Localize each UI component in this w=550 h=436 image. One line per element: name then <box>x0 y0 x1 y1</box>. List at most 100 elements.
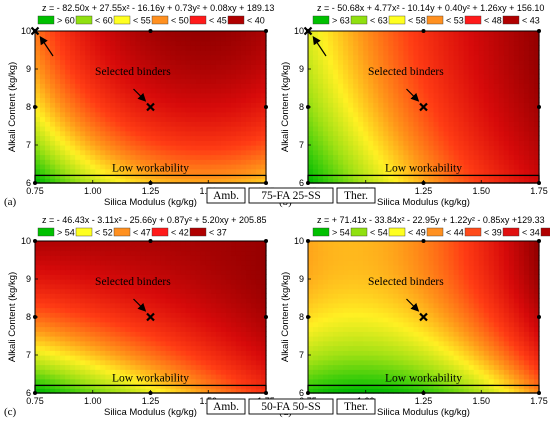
heatmap-cell <box>388 111 394 118</box>
heatmap-cell <box>125 312 132 318</box>
heatmap-cell <box>378 140 384 146</box>
heatmap-cell <box>130 178 137 184</box>
heatmap-cell <box>433 374 440 380</box>
heatmap-cell <box>473 64 480 70</box>
heatmap-cell <box>333 69 339 75</box>
heatmap-cell <box>200 121 207 127</box>
heatmap-cell <box>388 102 394 108</box>
heatmap-cell <box>130 173 137 179</box>
heatmap-cell <box>190 245 197 252</box>
heatmap-cell <box>50 126 56 132</box>
heatmap-cell <box>45 50 51 56</box>
heatmap-cell <box>40 159 46 165</box>
heatmap-cell <box>65 388 71 394</box>
heatmap-cell <box>235 97 242 103</box>
heatmap-cell <box>353 35 359 42</box>
heatmap-cell <box>170 321 177 328</box>
heatmap-cell <box>235 307 242 313</box>
heatmap-cell <box>408 135 415 141</box>
heatmap-cell <box>100 245 106 252</box>
heatmap-cell <box>463 116 470 122</box>
heatmap-cell <box>220 130 227 137</box>
heatmap-cell <box>468 111 475 118</box>
heatmap-cell <box>358 102 364 108</box>
heatmap-cell <box>488 35 495 42</box>
heatmap-cell <box>185 312 192 318</box>
heatmap-cell <box>428 31 435 37</box>
legend-label: > 60 <box>57 16 75 26</box>
heatmap-cell <box>513 374 520 380</box>
heatmap-cell <box>50 50 56 56</box>
legend-swatch <box>426 15 444 25</box>
heatmap-cell <box>145 130 152 137</box>
heatmap-cell <box>120 45 126 51</box>
heatmap-cell <box>175 241 182 247</box>
heatmap-cell <box>478 78 485 84</box>
heatmap-cell <box>175 279 182 285</box>
heatmap-cell <box>240 374 247 380</box>
heatmap-cell <box>95 350 101 356</box>
heatmap-cell <box>110 135 116 141</box>
heatmap-cell <box>195 45 202 51</box>
heatmap-cell <box>463 159 470 165</box>
heatmap-cell <box>45 336 51 342</box>
heatmap-cell <box>135 83 142 89</box>
heatmap-cell <box>250 173 257 179</box>
heatmap-cell <box>120 336 126 342</box>
heatmap-cell <box>205 130 212 137</box>
heatmap-cell <box>55 359 61 366</box>
heatmap-cell <box>190 293 197 299</box>
heatmap-cell <box>70 374 76 380</box>
heatmap-cell <box>195 121 202 127</box>
heatmap-cell <box>363 126 369 132</box>
heatmap-cell <box>235 269 242 275</box>
heatmap-cell <box>378 40 384 46</box>
heatmap-cell <box>333 364 339 370</box>
heatmap-cell <box>255 107 262 113</box>
heatmap-cell <box>110 326 116 332</box>
heatmap-cell <box>50 321 56 328</box>
heatmap-cell <box>225 145 232 151</box>
heatmap-cell <box>165 54 172 61</box>
heatmap-cell <box>240 345 247 351</box>
heatmap-cell <box>458 102 465 108</box>
heatmap-cell <box>80 154 86 160</box>
heatmap-cell <box>90 317 96 323</box>
heatmap-cell <box>210 359 217 366</box>
heatmap-cell <box>135 355 142 361</box>
heatmap-cell <box>125 145 132 151</box>
heatmap-cell <box>308 369 314 375</box>
heatmap-cell <box>170 260 177 266</box>
heatmap-cell <box>165 350 172 356</box>
heatmap-cell <box>488 54 495 61</box>
heatmap-cell <box>358 59 364 65</box>
heatmap-cell <box>185 255 192 261</box>
heatmap-cell <box>130 369 137 375</box>
heatmap-cell <box>225 274 232 280</box>
heatmap-cell <box>80 168 86 175</box>
heatmap-cell <box>338 92 344 99</box>
heatmap-cell <box>190 64 197 70</box>
heatmap-cell <box>80 73 86 80</box>
heatmap-cell <box>353 64 359 70</box>
heatmap-cell <box>185 298 192 304</box>
heatmap-cell <box>483 50 490 56</box>
heatmap-cell <box>418 140 425 146</box>
heatmap-cell <box>135 283 142 290</box>
heatmap-cell <box>220 159 227 165</box>
heatmap-cell <box>155 154 162 160</box>
heatmap-cell <box>95 307 101 313</box>
heatmap-cell <box>75 321 81 328</box>
heatmap-cell <box>170 149 177 156</box>
heatmap-cell <box>235 54 242 61</box>
x-tick-label: 1.75 <box>530 186 548 196</box>
heatmap-cell <box>175 111 182 118</box>
heatmap-cell <box>308 383 314 389</box>
heatmap-cell <box>478 164 485 170</box>
heatmap-cell <box>35 350 41 356</box>
heatmap-cell <box>398 388 405 394</box>
heatmap-cell <box>473 54 480 61</box>
heatmap-cell <box>50 241 56 247</box>
heatmap-cell <box>528 50 535 56</box>
heatmap-cell <box>453 121 460 127</box>
